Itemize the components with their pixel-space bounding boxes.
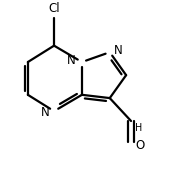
Text: O: O [135, 139, 144, 152]
Text: H: H [135, 123, 142, 133]
Text: N: N [67, 54, 75, 67]
Text: Cl: Cl [48, 2, 60, 15]
Text: N: N [114, 44, 123, 57]
Text: N: N [40, 105, 49, 118]
